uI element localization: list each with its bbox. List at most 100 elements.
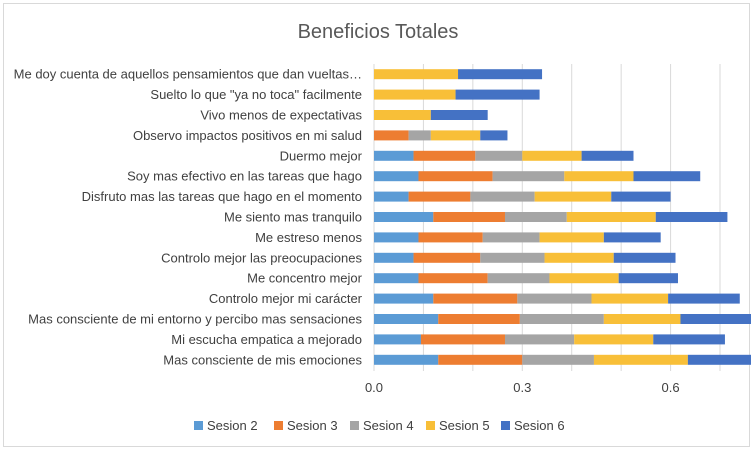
bar-segment (517, 293, 592, 304)
bar-segment (539, 232, 604, 243)
bar-segment (430, 110, 488, 120)
bar-segment (374, 314, 439, 324)
bar-segment (519, 314, 604, 324)
category-label: Vivo menos de expectativas (200, 108, 362, 123)
chart-frame: Beneficios Totales Me doy cuenta de aque… (3, 3, 751, 447)
bar-segment (374, 273, 419, 284)
stacked-bar-chart: Beneficios Totales Me doy cuenta de aque… (14, 21, 751, 433)
bar-segment (458, 69, 543, 80)
category-label: Disfruto mas las tareas que hago en el m… (82, 189, 362, 204)
bars (374, 69, 751, 365)
x-tick-label: 0.0 (365, 380, 383, 395)
legend-swatch (501, 421, 510, 430)
bar-segment (475, 150, 523, 161)
category-label: Mas consciente de mis emociones (163, 352, 362, 367)
legend-label: Sesion 4 (363, 418, 414, 433)
category-label: Suelto lo que "ya no toca" facilmente (150, 87, 362, 102)
bar-segment (413, 252, 481, 263)
bar-segment (574, 334, 654, 345)
bar-segment (374, 191, 409, 202)
category-label: Me concentro mejor (247, 271, 363, 286)
bar-segment (504, 334, 575, 345)
bar-segment (374, 69, 459, 80)
category-label: Me estreso menos (255, 230, 362, 245)
bar-segment (618, 273, 678, 284)
bar-segment (591, 293, 669, 304)
bar-segment (593, 354, 688, 365)
bar-segment (487, 273, 550, 284)
legend-swatch (274, 421, 283, 430)
category-label: Mi escucha empatica a mejorado (171, 332, 362, 347)
category-label: Soy mas efectivo en las tareas que hago (127, 169, 362, 184)
bar-segment (687, 354, 751, 365)
bar-segment (534, 191, 612, 202)
bar-segment (374, 334, 421, 345)
bar-segment (613, 252, 676, 263)
category-label: Controlo mejor mi carácter (209, 291, 363, 306)
bar-segment (470, 191, 535, 202)
bar-segment (418, 232, 483, 243)
category-labels: Me doy cuenta de aquellos pensamientos q… (14, 67, 363, 368)
legend-label: Sesion 2 (207, 418, 258, 433)
bar-segment (522, 150, 582, 161)
bar-segment (603, 314, 681, 324)
bar-segment (581, 150, 634, 161)
bar-segment (544, 252, 614, 263)
legend-label: Sesion 5 (439, 418, 490, 433)
bar-segment (374, 171, 419, 182)
bar-segment (408, 130, 431, 141)
bar-segment (374, 354, 439, 365)
category-label: Controlo mejor las preocupaciones (161, 250, 362, 265)
bar-segment (374, 110, 431, 120)
bar-segment (668, 293, 740, 304)
bar-segment (522, 354, 594, 365)
bar-segment (374, 130, 409, 141)
bar-segment (374, 252, 414, 263)
legend: Sesion 2 Sesion 3 Sesion 4 Sesion 5 Sesion 6 (194, 418, 565, 433)
bar-segment (374, 150, 414, 161)
bar-segment (408, 191, 471, 202)
x-tick-label: 0.6 (662, 380, 680, 395)
bar-segment (549, 273, 619, 284)
category-label: Mas consciente de mi entorno y percibo m… (28, 312, 362, 327)
bar-segment (433, 293, 518, 304)
legend-swatch (194, 421, 203, 430)
bar-segment (655, 212, 728, 222)
bar-segment (438, 354, 523, 365)
bar-segment (433, 212, 505, 222)
category-label: Observo impactos positivos en mi salud (133, 128, 362, 143)
bar-segment (480, 130, 508, 141)
bar-segment (566, 212, 656, 222)
bar-segment (504, 212, 567, 222)
bar-segment (430, 130, 481, 141)
legend-label: Sesion 3 (287, 418, 338, 433)
bar-segment (374, 232, 419, 243)
bar-segment (653, 334, 725, 345)
bar-segment (680, 314, 751, 324)
category-label: Duermo mejor (280, 148, 363, 163)
category-label: Me doy cuenta de aquellos pensamientos q… (14, 67, 362, 82)
category-label: Me siento mas tranquilo (224, 210, 362, 225)
bar-segment (418, 273, 488, 284)
x-axis-ticks: 0.0 0.3 0.6 (365, 380, 680, 395)
legend-swatch (426, 421, 435, 430)
bar-segment (413, 150, 476, 161)
bar-segment (455, 89, 540, 100)
legend-label: Sesion 6 (514, 418, 565, 433)
bar-segment (633, 171, 701, 182)
bar-segment (492, 171, 565, 182)
bar-segment (480, 252, 545, 263)
bar-segment (438, 314, 520, 324)
bar-segment (564, 171, 634, 182)
bar-segment (611, 191, 671, 202)
bar-segment (374, 293, 434, 304)
x-tick-label: 0.3 (513, 380, 531, 395)
chart-title: Beneficios Totales (298, 21, 459, 43)
bar-segment (374, 89, 456, 100)
bar-segment (420, 334, 505, 345)
bar-segment (603, 232, 661, 243)
bar-segment (482, 232, 540, 243)
legend-swatch (350, 421, 359, 430)
bar-segment (418, 171, 493, 182)
bar-segment (374, 212, 434, 222)
